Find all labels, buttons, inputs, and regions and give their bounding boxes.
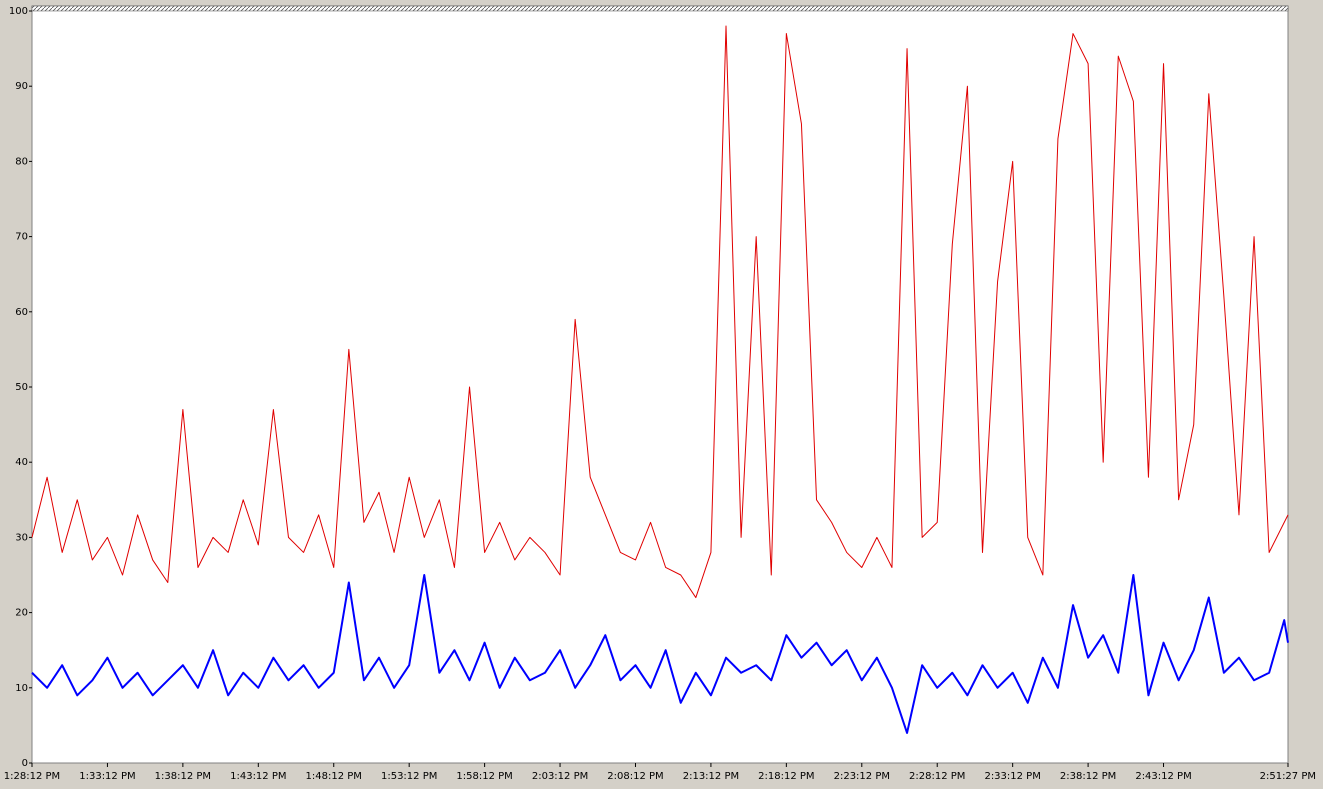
y-tick-label: 60 <box>15 307 28 318</box>
x-tick-label: 1:33:12 PM <box>79 771 135 782</box>
series-line <box>31 25 1289 599</box>
x-tick-label: 1:58:12 PM <box>456 771 512 782</box>
x-tick-label: 2:51:27 PM <box>1260 771 1316 782</box>
x-tick-label: 1:28:12 PM <box>4 771 60 782</box>
x-tick-label: 2:43:12 PM <box>1135 771 1191 782</box>
x-tick-label: 1:43:12 PM <box>230 771 286 782</box>
x-tick-label: 2:38:12 PM <box>1060 771 1116 782</box>
y-tick-label: 100 <box>9 6 28 17</box>
y-tick-label: 0 <box>22 758 28 769</box>
x-tick-label: 2:18:12 PM <box>758 771 814 782</box>
y-tick-label: 80 <box>15 156 28 167</box>
x-tick-label: 2:33:12 PM <box>984 771 1040 782</box>
y-tick-label: 90 <box>15 81 28 92</box>
y-tick-label: 40 <box>15 457 28 468</box>
x-tick-label: 2:08:12 PM <box>607 771 663 782</box>
series-line <box>31 574 1289 734</box>
y-tick-label: 20 <box>15 608 28 619</box>
x-tick-label: 1:53:12 PM <box>381 771 437 782</box>
x-tick-label: 2:03:12 PM <box>532 771 588 782</box>
plot-area <box>31 5 1289 764</box>
x-tick-label: 2:28:12 PM <box>909 771 965 782</box>
y-tick-label: 50 <box>15 382 28 393</box>
scale-bar <box>31 5 1289 12</box>
x-tick-label: 2:23:12 PM <box>834 771 890 782</box>
y-tick-label: 30 <box>15 532 28 543</box>
x-tick-label: 2:13:12 PM <box>683 771 739 782</box>
y-tick-label: 70 <box>15 232 28 243</box>
x-tick-label: 1:48:12 PM <box>306 771 362 782</box>
x-tick-label: 1:38:12 PM <box>155 771 211 782</box>
y-tick-label: 10 <box>15 683 28 694</box>
